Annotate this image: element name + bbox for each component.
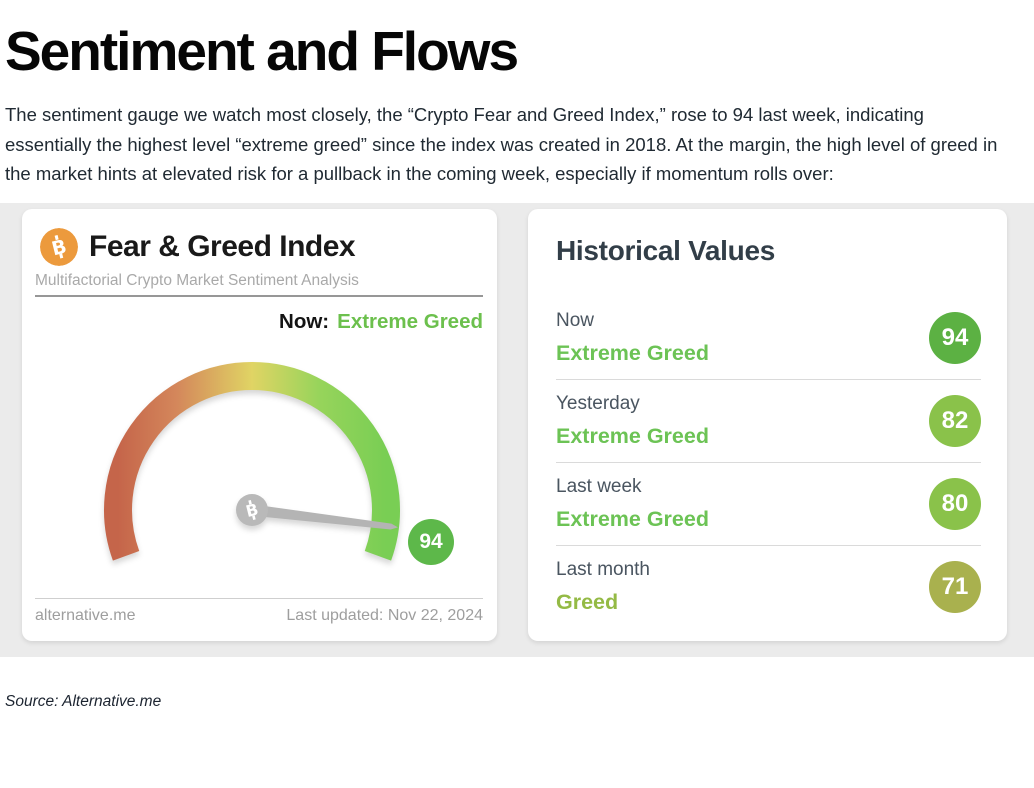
svg-text:B: B [244, 499, 260, 520]
period-label: Yesterday [556, 392, 640, 414]
now-value: Extreme Greed [337, 309, 483, 333]
gauge-needle-group [261, 505, 398, 530]
gauge-card-subtitle: Multifactorial Crypto Market Sentiment A… [35, 271, 359, 289]
gauge-card-title: Fear & Greed Index [89, 229, 356, 263]
page-title: Sentiment and Flows [5, 20, 519, 82]
source-caption: Source: Alternative.me [5, 692, 162, 710]
divider [35, 597, 483, 599]
gauge-footer-site: alternative.me [35, 606, 136, 624]
bitcoin-hub-icon: B [244, 499, 260, 520]
gauge-arc [104, 361, 400, 561]
gauge-value-badge: 94 [408, 518, 454, 565]
gauge-card-footer: alternative.me Last updated: Nov 22, 202… [35, 607, 483, 625]
gauge-hub [236, 493, 268, 526]
historical-row: Yesterday Extreme Greed 82 [556, 380, 981, 463]
value-badge: 94 [929, 311, 981, 364]
gauge-card-header: B Fear & Greed Index [40, 227, 356, 266]
intro-paragraph: The sentiment gauge we watch most closel… [5, 104, 998, 184]
classification-value: Greed [556, 589, 619, 614]
value-badge: 82 [929, 394, 981, 447]
classification-value: Extreme Greed [556, 340, 709, 365]
period-label: Last week [556, 475, 642, 497]
period-label: Now [556, 309, 595, 331]
svg-text:B: B [50, 235, 69, 260]
divider [35, 294, 483, 297]
historical-values-title: Historical Values [556, 234, 776, 266]
period-label: Last month [556, 558, 650, 580]
historical-row: Now Extreme Greed 94 [556, 297, 981, 380]
widget-section: B Fear & Greed Index Multifactorial Cryp… [0, 202, 1034, 657]
classification-value: Extreme Greed [556, 506, 709, 531]
page: Sentiment and Flows The sentiment gauge … [0, 24, 1034, 788]
now-label: Now: [279, 309, 330, 333]
current-classification: Now: Extreme Greed [279, 310, 483, 334]
historical-row: Last week Extreme Greed 80 [556, 463, 981, 546]
historical-row: Last month Greed 71 [556, 546, 981, 628]
gauge-chart: B [104, 361, 400, 561]
value-badge: 80 [929, 477, 981, 530]
gauge-needle [261, 505, 398, 530]
historical-rows: Now Extreme Greed 94 Yesterday Extreme G… [556, 297, 981, 628]
historical-values-card: Historical Values Now Extreme Greed 94 Y… [528, 208, 1007, 641]
bitcoin-icon: B [40, 227, 78, 266]
value-badge: 71 [929, 560, 981, 613]
fear-greed-card: B Fear & Greed Index Multifactorial Cryp… [22, 208, 497, 641]
gauge-footer-updated: Last updated: Nov 22, 2024 [286, 606, 483, 624]
classification-value: Extreme Greed [556, 423, 709, 448]
